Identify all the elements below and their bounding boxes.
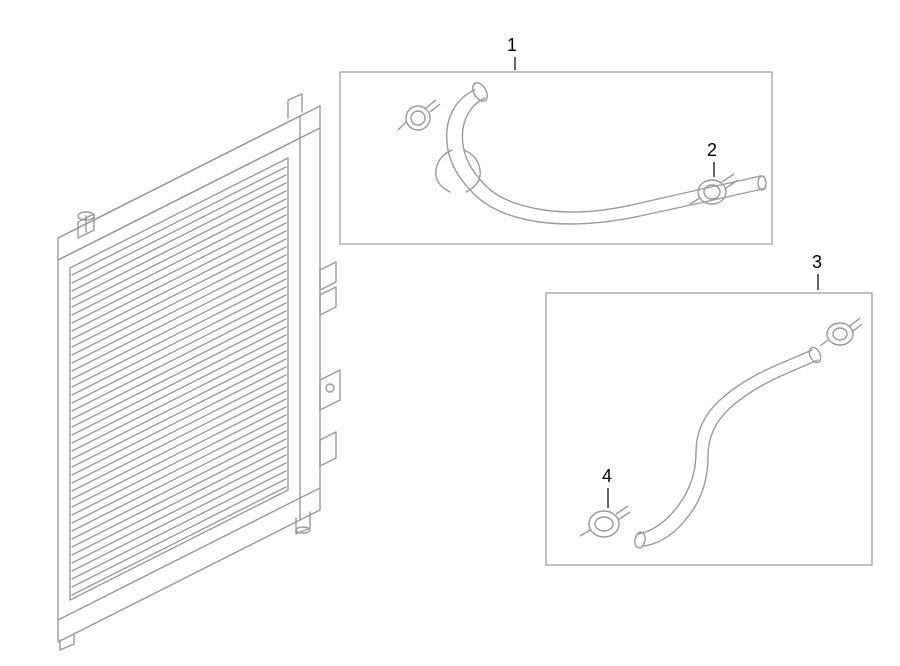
clamp-2-icon (690, 174, 738, 204)
callout-3-label: 3 (812, 252, 822, 273)
upper-hose-clamp-left (398, 100, 440, 130)
callout-1-label: 1 (507, 35, 517, 56)
diagram-svg (0, 0, 900, 661)
lower-hose-clamp-top (820, 318, 862, 346)
lower-hose (634, 346, 823, 549)
callout-4-label: 4 (602, 466, 612, 487)
radiator (58, 94, 340, 650)
clamp-4-icon (580, 506, 630, 537)
callout-2-label: 2 (707, 140, 717, 161)
parts-diagram: 1 2 3 4 (0, 0, 900, 661)
